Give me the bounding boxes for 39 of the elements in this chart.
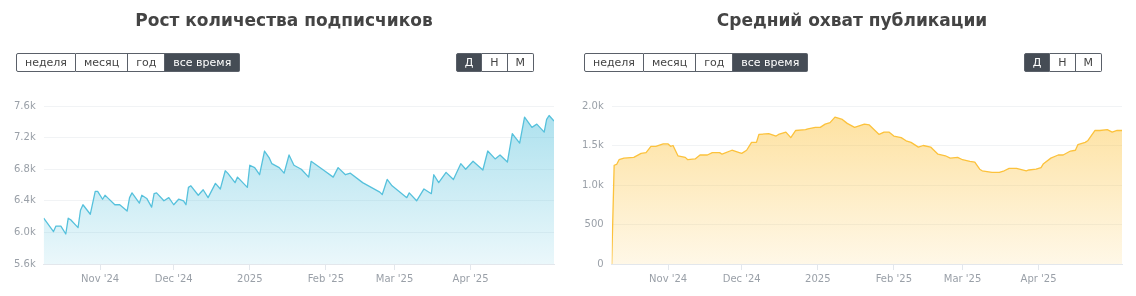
x-tick-label: Dec '24 xyxy=(154,272,193,284)
text: Н xyxy=(482,53,508,72)
y-tick-label: 7.2k xyxy=(13,131,36,143)
y-tick-label: 0 xyxy=(597,257,604,269)
chart-title: Средний охват публикации xyxy=(715,10,989,30)
text: М xyxy=(507,53,534,72)
text: все время xyxy=(165,53,241,72)
text: месяц xyxy=(75,53,129,72)
y-tick-label: 6.8k xyxy=(13,162,36,174)
text: Д xyxy=(1023,53,1051,72)
x-tick-label: Apr '25 xyxy=(1020,272,1057,284)
y-tick-label: 7.6k xyxy=(13,99,36,111)
y-tick-label: 1.5k xyxy=(581,139,604,151)
x-tick-label: Apr '25 xyxy=(452,272,489,284)
y-tick-label: 2.0k xyxy=(581,99,604,111)
y-tick-label: 6.0k xyxy=(13,225,36,237)
x-tick-label: Feb '25 xyxy=(307,272,345,284)
x-tick-label: 2025 xyxy=(805,272,831,284)
y-tick-label: 6.4k xyxy=(13,194,36,206)
text: все время xyxy=(733,53,809,72)
text: неделя xyxy=(584,53,644,72)
text: неделя xyxy=(16,53,76,72)
y-tick-label: 500 xyxy=(584,218,604,230)
x-tick-label: Mar '25 xyxy=(375,272,414,284)
chart-title: Рост количества подписчиков xyxy=(134,10,434,30)
x-tick-label: Nov '24 xyxy=(81,272,120,284)
x-tick-label: Mar '25 xyxy=(943,272,982,284)
x-tick-label: Dec '24 xyxy=(722,272,761,284)
text: М xyxy=(1075,53,1102,72)
text: год xyxy=(696,53,734,72)
x-tick-label: 2025 xyxy=(237,272,263,284)
x-tick-label: Feb '25 xyxy=(875,272,913,284)
y-tick-label: 5.6k xyxy=(13,257,36,269)
y-tick-label: 1.0k xyxy=(581,178,604,190)
x-tick-label: Nov '24 xyxy=(649,272,688,284)
text: месяц xyxy=(643,53,697,72)
text: Н xyxy=(1050,53,1076,72)
text: Д xyxy=(455,53,483,72)
text: год xyxy=(128,53,166,72)
